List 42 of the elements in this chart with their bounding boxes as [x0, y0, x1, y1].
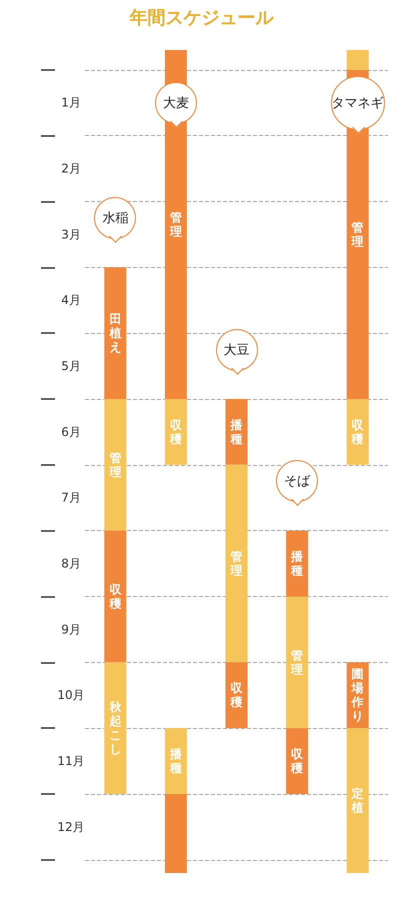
y-tick-label: 1月: [61, 96, 81, 110]
x-tick-label: 大麦: [162, 94, 189, 112]
y-tick-label: 7月: [61, 490, 81, 505]
bar: [226, 464, 248, 662]
x-tick-label: そば: [284, 473, 310, 490]
y-tick-label: 4月: [61, 293, 81, 308]
y-tick-label: 8月: [61, 556, 81, 571]
chart-title: 年間スケジュール: [128, 8, 274, 28]
bar: [104, 530, 126, 662]
y-tick-label: 11月: [57, 754, 85, 768]
y-tick-label: 2月: [61, 162, 81, 176]
data-label: 定植: [350, 786, 364, 815]
x-tick-label: 大豆: [224, 342, 250, 359]
x-tick-label: タマネギ: [332, 94, 384, 112]
bar: [104, 267, 126, 399]
y-tick-label: 9月: [61, 622, 81, 636]
data-label: 播種: [290, 550, 304, 578]
data-label: 圃場作り: [350, 667, 364, 724]
y-tick-label: 5月: [61, 359, 81, 374]
data-label: 管理: [350, 220, 364, 248]
data-label: 管理: [230, 550, 242, 578]
y-tick-label: 10月: [57, 688, 85, 702]
bar: [286, 596, 308, 728]
data-label: 収穫: [290, 747, 304, 776]
data-label: 収穫: [350, 418, 365, 446]
data-label: 秋起こし: [108, 700, 122, 756]
bar: [346, 728, 369, 873]
data-label: 播種: [230, 418, 244, 446]
data-label: 管理: [108, 450, 122, 479]
data-label: 収穫: [168, 418, 183, 446]
y-tick-label: 12月: [57, 820, 85, 834]
bar: [164, 794, 187, 873]
y-tick-label: 3月: [61, 227, 81, 242]
data-label: 播種: [168, 747, 183, 776]
x-tick-label: 水稲: [102, 210, 128, 227]
data-label: 収穫: [108, 582, 122, 610]
data-label: 管理: [290, 648, 304, 676]
data-label: 収穫: [230, 681, 244, 710]
bar: [104, 398, 126, 531]
data-label: 田植え: [108, 312, 122, 354]
y-tick-label: 6月: [61, 424, 81, 439]
data-label: 管理: [168, 210, 182, 238]
